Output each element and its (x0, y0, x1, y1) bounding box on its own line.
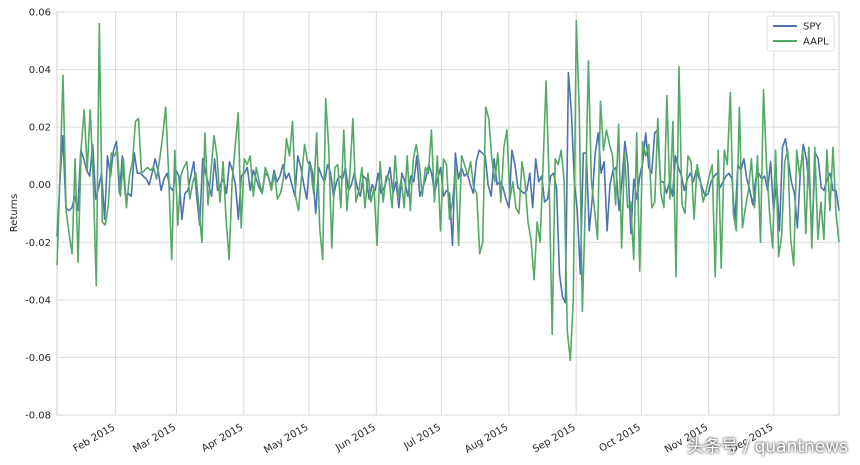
x-tick-labels: Feb 2015 Mar 2015 Apr 2015 May 2015 Jun 2015… (72, 422, 776, 456)
series-lines (56, 19, 840, 362)
x-tick-label: Jun 2015 (333, 422, 378, 454)
y-tick-label: -0.06 (25, 353, 51, 364)
y-tick-label: 0.06 (29, 8, 51, 19)
y-tick-label: 0.04 (29, 65, 51, 76)
x-tick-label: Mar 2015 (131, 422, 178, 455)
y-tick-label: -0.08 (25, 411, 51, 422)
x-tick-label: May 2015 (262, 422, 310, 456)
y-tick-label: -0.04 (25, 295, 51, 306)
y-tick-label: 0.02 (29, 123, 51, 134)
legend: SPY AAPL (766, 15, 835, 52)
plot-background (56, 11, 840, 416)
x-tick-label: Feb 2015 (72, 422, 118, 455)
x-tick-label: Apr 2015 (200, 422, 245, 454)
y-tick-label: -0.02 (25, 238, 51, 249)
watermark-text: 头条号 / quantnews (687, 437, 848, 457)
x-tick-label: Jul 2015 (401, 422, 443, 452)
x-tick-label: Sep 2015 (531, 422, 578, 455)
legend-box (766, 15, 835, 52)
legend-label-spy: SPY (803, 22, 822, 33)
x-tick-label: Oct 2015 (598, 422, 643, 454)
legend-label-aapl: AAPL (803, 37, 829, 48)
y-axis-label: Returns (9, 194, 20, 232)
y-tick-label: 0.00 (29, 180, 51, 191)
series-line-aapl (56, 19, 840, 362)
x-tick-label: Aug 2015 (463, 422, 510, 456)
y-tick-labels: 0.06 0.04 0.02 0.00 -0.02 -0.04 -0.06 -0.08 (25, 8, 51, 422)
